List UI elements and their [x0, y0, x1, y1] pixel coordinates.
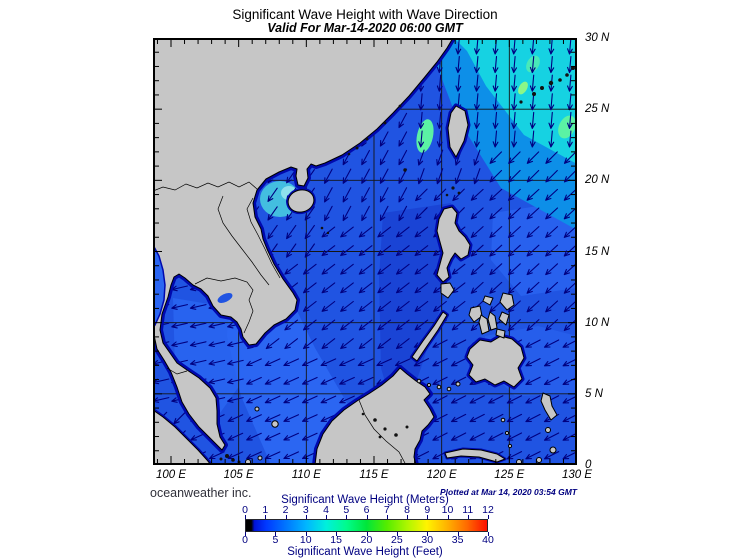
small-islands: [219, 66, 575, 464]
chart-subtitle: Valid For Mar-14-2020 06:00 GMT: [267, 21, 463, 35]
colorbar-top-tick: [366, 515, 368, 519]
meters-tick-1: 1: [262, 504, 269, 516]
colorbar-bottom-tick: [305, 532, 307, 536]
land-luzon: [436, 206, 471, 283]
colorbar-top-tick: [407, 515, 408, 519]
lon-label-105E: 105 E: [223, 469, 254, 481]
lon-label-120E: 120 E: [426, 469, 457, 481]
lon-label-125E: 125 E: [494, 469, 525, 481]
lon-label-130E: 130 E: [561, 469, 593, 481]
lake-tonle-sap: [217, 293, 233, 303]
meters-tick-10: 10: [441, 504, 454, 516]
country-borders: [153, 181, 407, 465]
colorbar-top-tick: [245, 515, 246, 519]
land-halmahera: [540, 392, 558, 421]
meters-tick-4: 4: [323, 504, 329, 516]
land-mindanao: [466, 335, 525, 388]
meters-tick-0: 0: [242, 504, 248, 516]
feet-tick-10: 10: [299, 534, 312, 546]
land-sulawesi-arm: [444, 448, 506, 463]
land-borneo: [314, 367, 435, 465]
land-asia-mainland: [153, 38, 454, 451]
meters-tick-11: 11: [462, 504, 474, 516]
colorbar-bottom-tick: [427, 532, 429, 536]
wave-map-svg: [153, 38, 577, 465]
land-palawan: [411, 311, 448, 362]
feet-tick-15: 15: [330, 534, 342, 546]
chart-title: Significant Wave Height with Wave Direct…: [232, 7, 498, 22]
meters-tick-7: 7: [383, 504, 390, 516]
feet-tick-35: 35: [451, 534, 464, 546]
lon-label-100E: 100 E: [155, 469, 187, 481]
land-mindoro: [440, 282, 455, 299]
feet-tick-30: 30: [421, 534, 434, 546]
colorbar-top-tick: [305, 515, 307, 519]
legend-colorbar: [245, 519, 488, 532]
lat-label-20N: 20 N: [585, 174, 610, 187]
legend-feet-title: Significant Wave Height (Feet): [287, 546, 443, 558]
colorbar-top-tick: [326, 515, 327, 519]
meters-tick-12: 12: [482, 504, 494, 516]
colorbar-bottom-tick: [396, 532, 398, 536]
lat-label-0: 0: [585, 459, 592, 471]
map-frame-border: [153, 38, 577, 465]
colorbar-top-tick: [427, 515, 429, 519]
colorbar-bottom-tick: [488, 532, 489, 536]
branding-text: oceanweather inc.: [150, 486, 252, 500]
meters-tick-8: 8: [404, 504, 410, 516]
land-masses: [153, 38, 558, 465]
feet-tick-0: 0: [242, 534, 248, 546]
map-area: [153, 38, 577, 465]
lat-label-30N: 30 N: [585, 32, 610, 44]
feet-tick-25: 25: [391, 534, 403, 546]
plotted-timestamp: Plotted at Mar 14, 2020 03:54 GMT: [440, 487, 577, 497]
colorbar-top-tick: [488, 515, 489, 519]
lon-label-110E: 110 E: [291, 469, 321, 481]
lat-label-5N: 5 N: [585, 387, 603, 400]
feet-tick-20: 20: [360, 534, 373, 546]
colorbar-bottom-tick: [336, 532, 338, 536]
meters-tick-9: 9: [424, 504, 431, 516]
colorbar-top-tick: [346, 515, 348, 519]
lat-label-10N: 10 N: [585, 316, 610, 329]
feet-tick-5: 5: [272, 534, 279, 546]
colorbar-top-tick: [285, 515, 287, 519]
colorbar-top-tick: [265, 515, 267, 519]
meters-tick-6: 6: [363, 504, 370, 516]
colorbar-top-tick: [447, 515, 449, 519]
colorbar-top-tick: [386, 515, 388, 519]
lon-label-115E: 115 E: [359, 469, 389, 481]
lat-label-25N: 25 N: [585, 103, 610, 116]
colorbar-bottom-tick: [275, 532, 277, 536]
feet-tick-40: 40: [482, 534, 494, 546]
land-hainan: [287, 189, 315, 213]
colorbar-bottom-tick: [366, 532, 368, 536]
axis-tick-marks: [155, 40, 575, 463]
meters-tick-3: 3: [302, 504, 309, 516]
lat-label-15N: 15 N: [585, 245, 610, 258]
colorbar-bottom-tick: [245, 532, 246, 536]
land-taiwan: [447, 105, 469, 158]
colorbar-bottom-tick: [457, 532, 459, 536]
legend-meters-title: Significant Wave Height (Meters): [281, 494, 449, 506]
colorbar-top-tick: [467, 515, 469, 519]
meters-tick-2: 2: [282, 504, 289, 516]
meters-tick-5: 5: [343, 504, 350, 516]
land-sumatra: [153, 409, 212, 465]
